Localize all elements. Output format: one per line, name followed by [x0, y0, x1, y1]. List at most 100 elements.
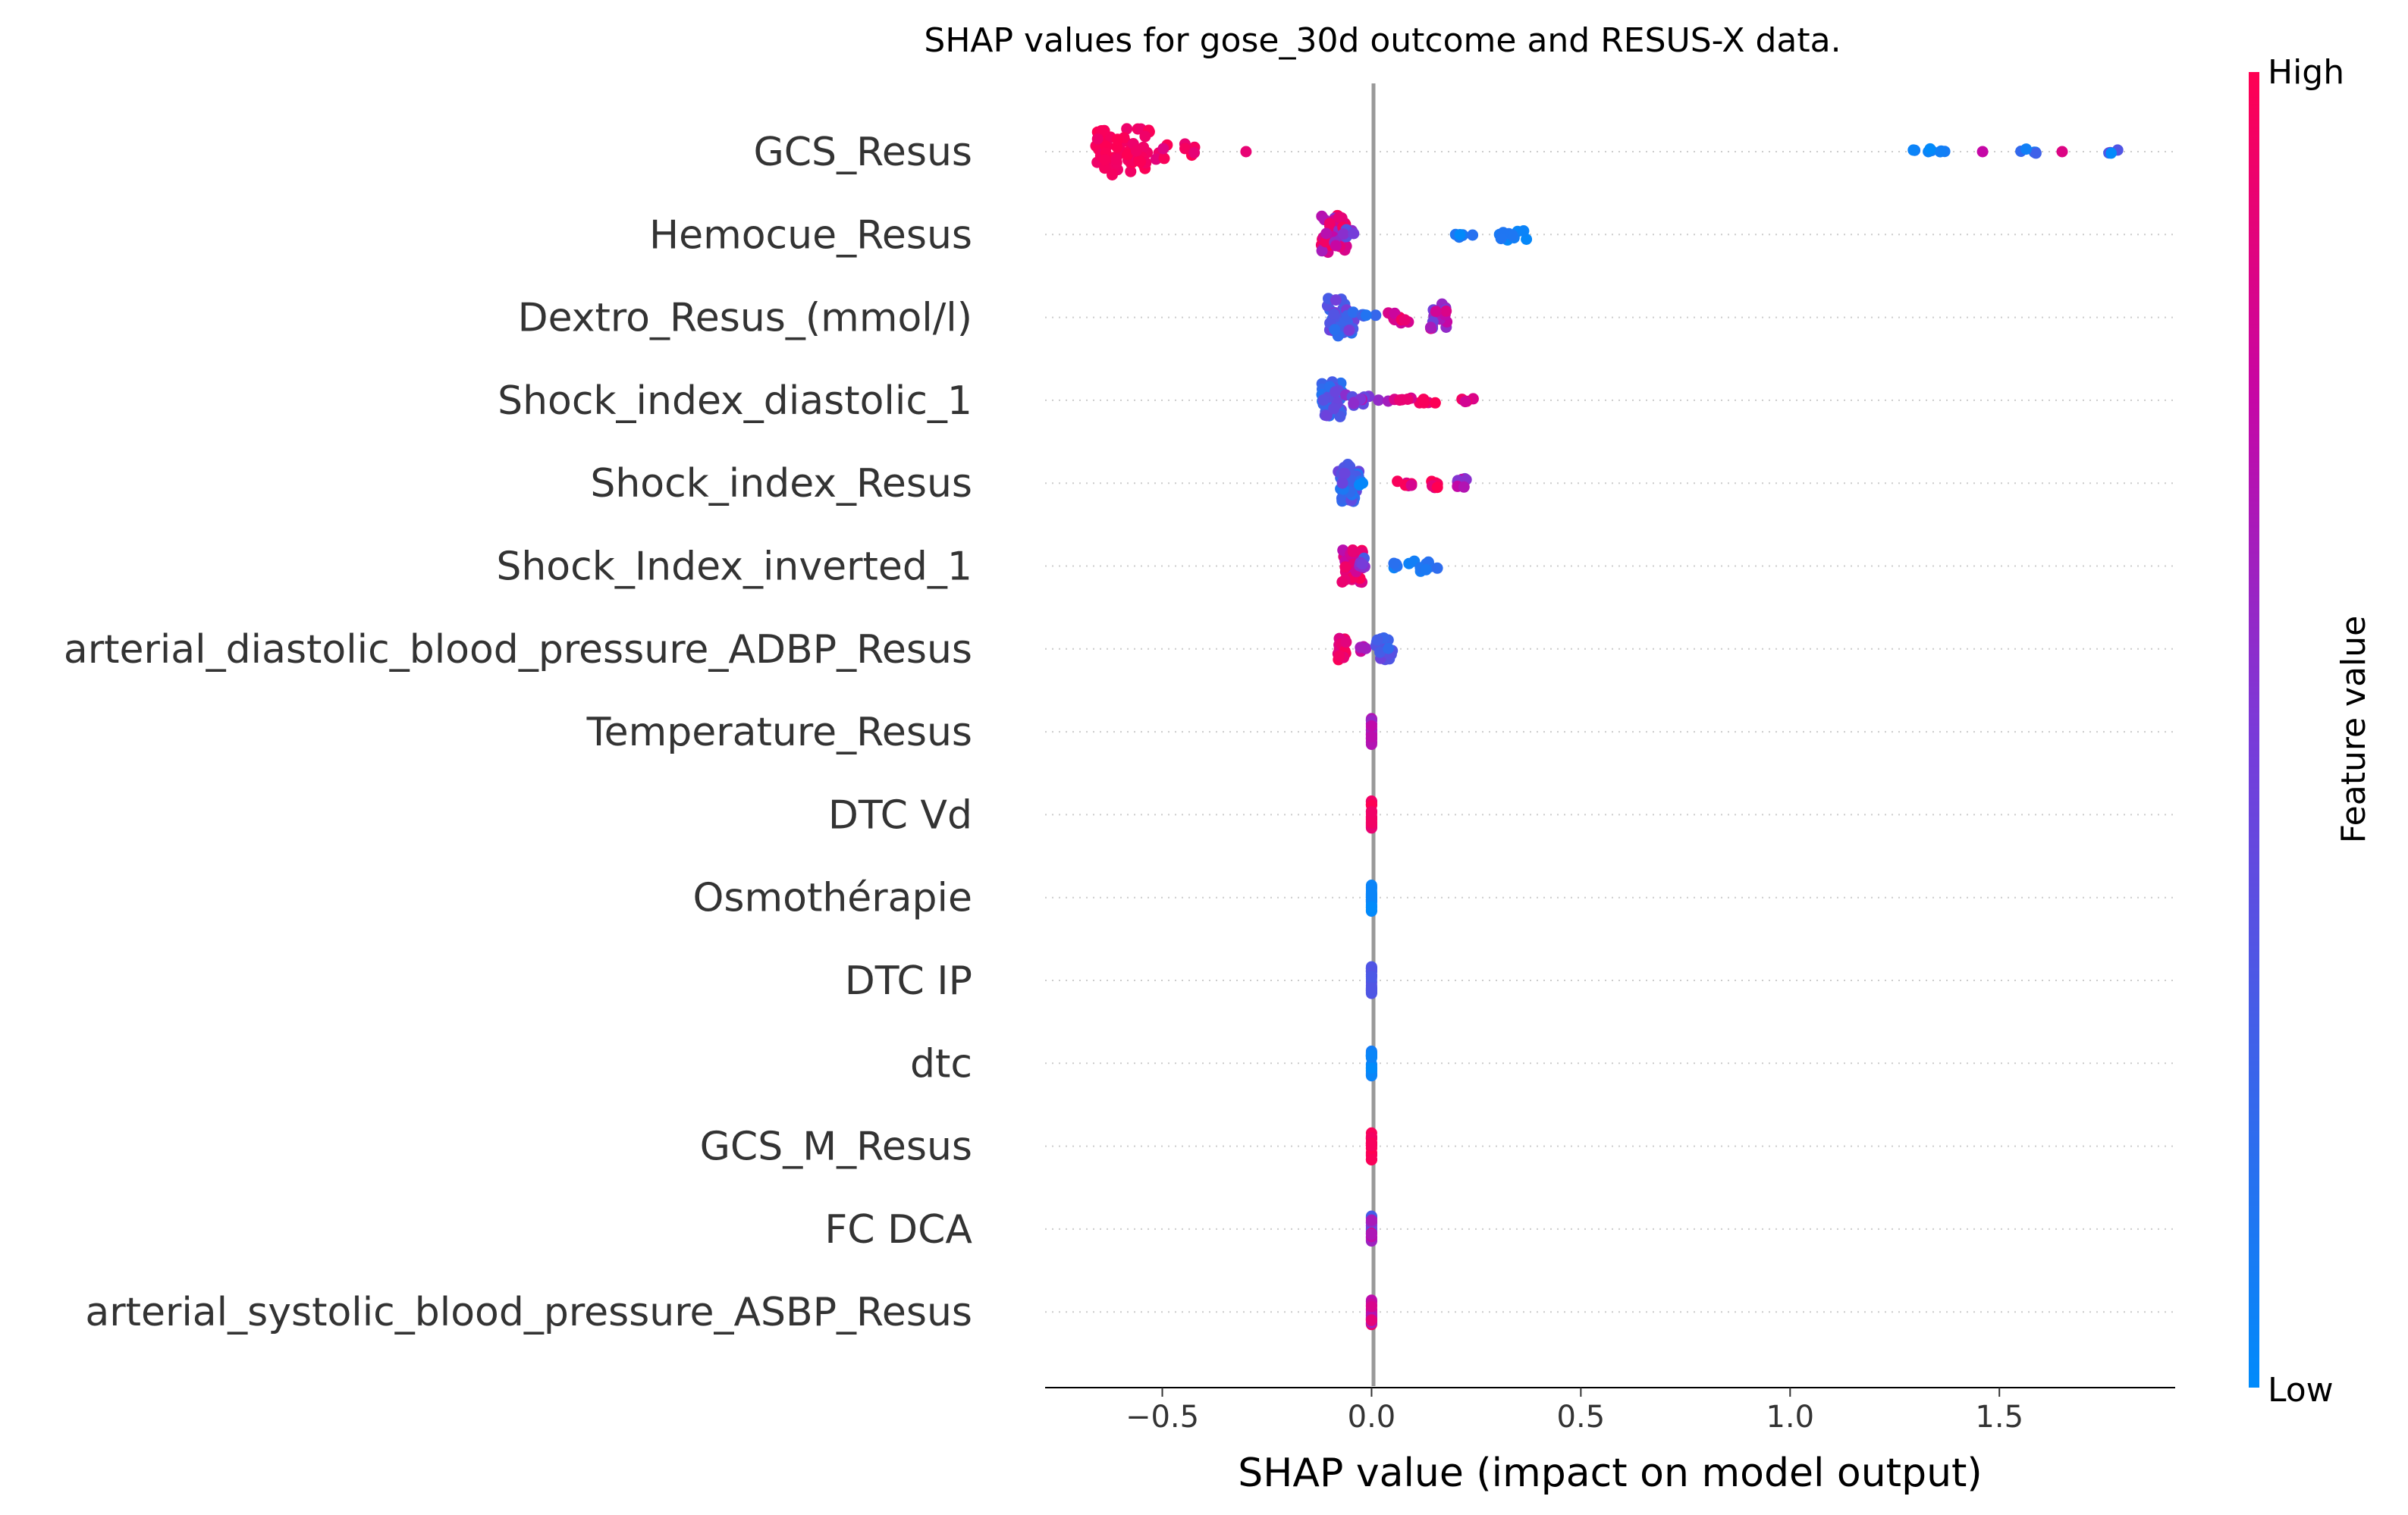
chart-title: SHAP values for gose_30d outcome and RES… — [924, 21, 1841, 60]
shap-point — [1333, 650, 1345, 662]
shap-point — [1365, 1228, 1377, 1241]
shap-point — [1365, 1154, 1377, 1165]
shap-point — [1139, 130, 1151, 143]
x-axis-ticks: −0.5 0.0 0.5 1.0 1.5 — [1126, 1388, 2023, 1435]
shap-point — [1157, 143, 1169, 155]
shap-point — [1417, 394, 1430, 406]
shap-point — [1388, 557, 1400, 569]
shap-point — [1365, 1314, 1377, 1326]
shap-point — [1340, 636, 1352, 648]
feature-label: Dextro_Resus_(mmol/l) — [518, 296, 972, 341]
shap-point — [1365, 1049, 1377, 1062]
shap-point — [1091, 133, 1104, 145]
feature-label: Hemocue_Resus — [649, 212, 972, 258]
feature-label: arterial_systolic_blood_pressure_ASBP_Re… — [85, 1290, 972, 1335]
shap-point — [1365, 731, 1377, 743]
shap-point — [1320, 236, 1332, 248]
shap-point — [1337, 228, 1349, 240]
shap-point — [1240, 146, 1252, 158]
feature-label: arterial_diastolic_blood_pressure_ADBP_R… — [64, 627, 972, 673]
shap-point — [1392, 475, 1404, 488]
x-tick-label: 1.0 — [1766, 1400, 1814, 1435]
shap-point — [1360, 309, 1372, 322]
shap-point — [1365, 901, 1377, 913]
shap-point — [1371, 634, 1383, 646]
shap-point — [1336, 576, 1348, 588]
shap-point — [1429, 397, 1441, 409]
shap-point — [1348, 397, 1360, 409]
shap-point — [1329, 324, 1341, 336]
shap-point — [1099, 162, 1111, 174]
x-tick-label: −0.5 — [1126, 1400, 1199, 1435]
shap-point — [1355, 641, 1367, 654]
shap-point — [1339, 561, 1352, 573]
feature-label: dtc — [910, 1041, 972, 1087]
shap-point — [1334, 410, 1346, 422]
shap-point — [1976, 146, 1989, 158]
x-axis-label: SHAP value (impact on model output) — [1238, 1451, 1982, 1496]
feature-label: FC DCA — [824, 1207, 972, 1253]
shap-point — [1330, 240, 1342, 252]
shap-point — [1440, 305, 1452, 317]
colorbar-low-label: Low — [2268, 1371, 2334, 1410]
x-tick-label: 1.5 — [1975, 1400, 2023, 1435]
shap-point — [1158, 152, 1170, 165]
shap-point — [1405, 479, 1417, 491]
feature-rows: GCS_Resus Hemocue_Resus Dextro_Resus_(mmol… — [64, 130, 2175, 1335]
colorbar-high-label: High — [2268, 53, 2344, 92]
shap-point — [1125, 165, 1137, 177]
feature-label: Osmothérapie — [692, 876, 972, 921]
shap-point — [2030, 147, 2042, 159]
shap-point — [1357, 558, 1368, 570]
shap-point — [1354, 479, 1365, 491]
shap-point — [1122, 149, 1134, 161]
shap-point — [1135, 155, 1147, 168]
feature-label: DTC IP — [845, 958, 972, 1004]
shap-point — [1347, 546, 1359, 557]
shap-point — [1110, 153, 1122, 165]
shap-point — [1365, 1139, 1377, 1151]
shap-point — [1328, 308, 1340, 320]
shap-point — [1365, 806, 1377, 818]
shap-point — [1336, 492, 1348, 504]
shap-point — [1924, 143, 1936, 155]
colorbar — [2249, 72, 2259, 1388]
shap-point — [1454, 229, 1466, 240]
shap-point — [1112, 133, 1123, 146]
shap-point — [2105, 147, 2117, 159]
shap-point — [1907, 144, 1920, 156]
shap-point — [1347, 306, 1359, 318]
shap-point — [1424, 322, 1436, 334]
shap-point — [1383, 642, 1394, 654]
x-tick-label: 0.5 — [1557, 1400, 1606, 1435]
feature-label: Shock_index_diastolic_1 — [498, 378, 972, 424]
shap-point — [1107, 169, 1118, 180]
shap-point — [1365, 1062, 1377, 1074]
shap-point — [1365, 889, 1377, 902]
shap-point — [1330, 294, 1342, 306]
shap-point — [1188, 146, 1201, 158]
shap-point — [1365, 817, 1377, 829]
shap-point — [1365, 1214, 1377, 1226]
shap-point — [1343, 325, 1355, 337]
shap-point — [1339, 467, 1351, 479]
shap-point — [1365, 983, 1377, 995]
shap-point — [1506, 229, 1518, 241]
shap-point — [1365, 1300, 1377, 1313]
shap-point — [1121, 123, 1133, 135]
shap-point — [2056, 146, 2068, 158]
shap-point — [1336, 477, 1348, 489]
shap-point — [1370, 309, 1382, 322]
shap-point — [1467, 229, 1479, 241]
shap-point — [1458, 481, 1470, 493]
feature-label: Shock_Index_inverted_1 — [496, 544, 972, 590]
shap-point — [1495, 233, 1507, 245]
feature-label: Temperature_Resus — [586, 710, 972, 755]
shap-point — [1431, 481, 1443, 494]
colorbar-title: Feature value — [2334, 616, 2373, 843]
shap-point — [1320, 227, 1333, 240]
shap-point — [1402, 394, 1414, 405]
feature-label: Shock_index_Resus — [590, 461, 972, 507]
shap-point — [1399, 314, 1411, 326]
